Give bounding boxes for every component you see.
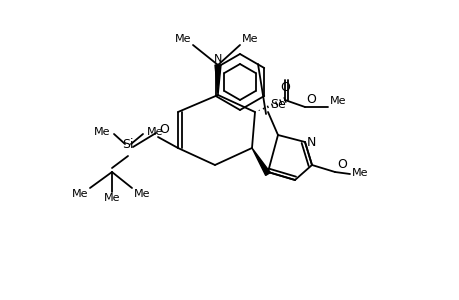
Polygon shape xyxy=(252,148,270,176)
Text: Me: Me xyxy=(104,193,120,203)
Text: Me: Me xyxy=(134,189,150,199)
Text: Si: Si xyxy=(122,138,134,151)
Text: Me: Me xyxy=(147,127,163,137)
Text: Me: Me xyxy=(71,189,88,199)
Polygon shape xyxy=(214,65,220,95)
Text: Me: Me xyxy=(241,34,258,44)
Text: O: O xyxy=(336,158,346,171)
Text: Me: Me xyxy=(329,96,346,106)
Text: Me: Me xyxy=(351,168,368,178)
Text: Se: Se xyxy=(269,98,285,111)
Text: O: O xyxy=(159,123,168,136)
Text: O: O xyxy=(305,93,315,106)
Text: Me: Me xyxy=(93,127,110,137)
Text: Me: Me xyxy=(174,34,190,44)
Text: N: N xyxy=(213,54,222,64)
Text: O: O xyxy=(280,81,289,94)
Text: N: N xyxy=(306,136,316,148)
